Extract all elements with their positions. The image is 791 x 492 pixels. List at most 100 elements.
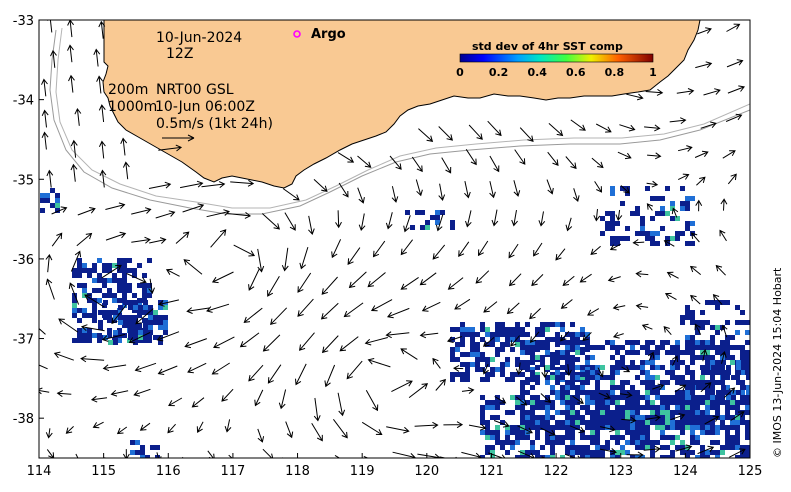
credit-label: © IMOS 13-Jun-2024 15:04 Hobart bbox=[771, 267, 784, 458]
current-arrow bbox=[641, 323, 653, 331]
current-arrow bbox=[221, 388, 234, 402]
current-arrow bbox=[77, 207, 96, 216]
current-arrow bbox=[51, 232, 63, 247]
current-arrow bbox=[595, 123, 612, 133]
current-arrow bbox=[703, 88, 721, 96]
current-arrow bbox=[191, 397, 205, 408]
current-arrow bbox=[365, 389, 379, 412]
current-arrow bbox=[727, 85, 746, 94]
current-arrow bbox=[285, 421, 294, 439]
current-arrow bbox=[670, 413, 686, 421]
current-arrow bbox=[491, 209, 499, 227]
current-arrow bbox=[99, 169, 107, 188]
current-arrow bbox=[372, 240, 386, 258]
current-arrow bbox=[419, 331, 439, 339]
current-arrow bbox=[364, 337, 388, 346]
current-arrow bbox=[546, 179, 554, 195]
current-arrow bbox=[158, 144, 183, 152]
colorbar-tick-label: 0.8 bbox=[605, 66, 625, 79]
current-arrow bbox=[465, 149, 477, 166]
current-arrow bbox=[538, 211, 546, 227]
y-tick-label: -33 bbox=[13, 14, 34, 29]
current-arrow bbox=[626, 93, 644, 101]
current-arrow bbox=[517, 425, 533, 434]
current-arrow bbox=[297, 272, 312, 293]
current-arrow bbox=[357, 155, 372, 168]
current-arrow bbox=[517, 450, 535, 458]
current-arrow bbox=[715, 264, 726, 276]
current-arrow bbox=[646, 180, 659, 188]
current-arrow bbox=[676, 88, 695, 95]
current-arrow bbox=[663, 325, 672, 336]
current-arrow bbox=[337, 392, 346, 417]
current-arrow bbox=[607, 275, 621, 283]
current-arrow bbox=[635, 303, 649, 310]
product-label: NRT00 GSL bbox=[156, 82, 234, 98]
current-arrow bbox=[695, 199, 703, 212]
current-arrow bbox=[230, 179, 255, 187]
current-arrow bbox=[477, 240, 489, 257]
colorbar-tick-label: 0.6 bbox=[566, 66, 586, 79]
current-arrow bbox=[700, 348, 708, 362]
current-arrow bbox=[101, 333, 126, 342]
y-tick-label: -36 bbox=[13, 253, 34, 268]
current-arrow bbox=[712, 293, 723, 305]
current-arrow bbox=[207, 450, 215, 458]
current-arrow bbox=[331, 239, 342, 259]
x-tick-label: 119 bbox=[350, 464, 375, 479]
current-arrow bbox=[367, 272, 386, 288]
current-arrow bbox=[267, 275, 280, 297]
current-arrow bbox=[704, 415, 720, 425]
x-tick-label: 123 bbox=[608, 464, 633, 479]
current-arrow bbox=[102, 364, 127, 372]
current-arrow bbox=[514, 149, 526, 165]
current-arrow bbox=[560, 299, 573, 309]
current-arrow bbox=[615, 209, 623, 221]
x-tick-label: 117 bbox=[220, 464, 245, 479]
current-arrow bbox=[674, 384, 687, 393]
product-time-label: 10-Jun 06:00Z bbox=[155, 99, 255, 115]
current-arrow bbox=[228, 454, 237, 458]
current-arrow bbox=[510, 335, 520, 347]
current-arrow bbox=[599, 448, 617, 455]
current-arrow bbox=[41, 131, 49, 150]
x-axis: 114 115 116 117 118 119 120 121 122 123 124 125 bbox=[27, 453, 763, 479]
isobath-1000m bbox=[55, 27, 750, 209]
current-arrow bbox=[598, 392, 611, 400]
colorbar-ticks: 0 0.2 0.4 0.6 0.8 1 bbox=[456, 66, 657, 79]
current-arrow bbox=[167, 423, 176, 434]
current-arrow bbox=[335, 210, 342, 229]
current-arrow bbox=[298, 332, 315, 351]
current-arrow bbox=[367, 358, 391, 368]
current-arrow bbox=[313, 397, 321, 422]
current-arrow bbox=[120, 137, 128, 156]
current-arrow bbox=[156, 331, 180, 342]
current-arrow bbox=[617, 151, 632, 160]
current-arrow bbox=[418, 128, 434, 142]
current-arrow bbox=[299, 246, 309, 270]
current-arrow bbox=[111, 304, 127, 325]
current-arrow bbox=[579, 273, 592, 283]
current-arrow bbox=[183, 259, 203, 275]
current-arrow bbox=[297, 298, 314, 317]
current-arrow bbox=[53, 351, 74, 361]
current-arrow bbox=[158, 299, 180, 307]
current-arrow bbox=[98, 20, 106, 39]
current-arrow bbox=[321, 335, 339, 354]
current-arrow bbox=[565, 217, 573, 232]
current-arrow bbox=[391, 186, 399, 203]
current-arrow bbox=[211, 362, 230, 375]
colorbar-tick-label: 0.4 bbox=[527, 66, 547, 79]
current-arrow bbox=[454, 298, 471, 310]
x-tick-label: 118 bbox=[285, 464, 310, 479]
current-arrow bbox=[438, 183, 446, 201]
x-tick-label: 125 bbox=[738, 464, 763, 479]
current-arrow bbox=[720, 351, 727, 364]
current-arrow bbox=[281, 247, 289, 272]
current-arrow bbox=[239, 332, 260, 348]
current-arrow bbox=[313, 179, 328, 192]
current-arrow bbox=[435, 378, 446, 391]
argo-label: Argo bbox=[311, 27, 346, 42]
current-arrow bbox=[468, 423, 487, 431]
current-arrow bbox=[612, 332, 624, 339]
